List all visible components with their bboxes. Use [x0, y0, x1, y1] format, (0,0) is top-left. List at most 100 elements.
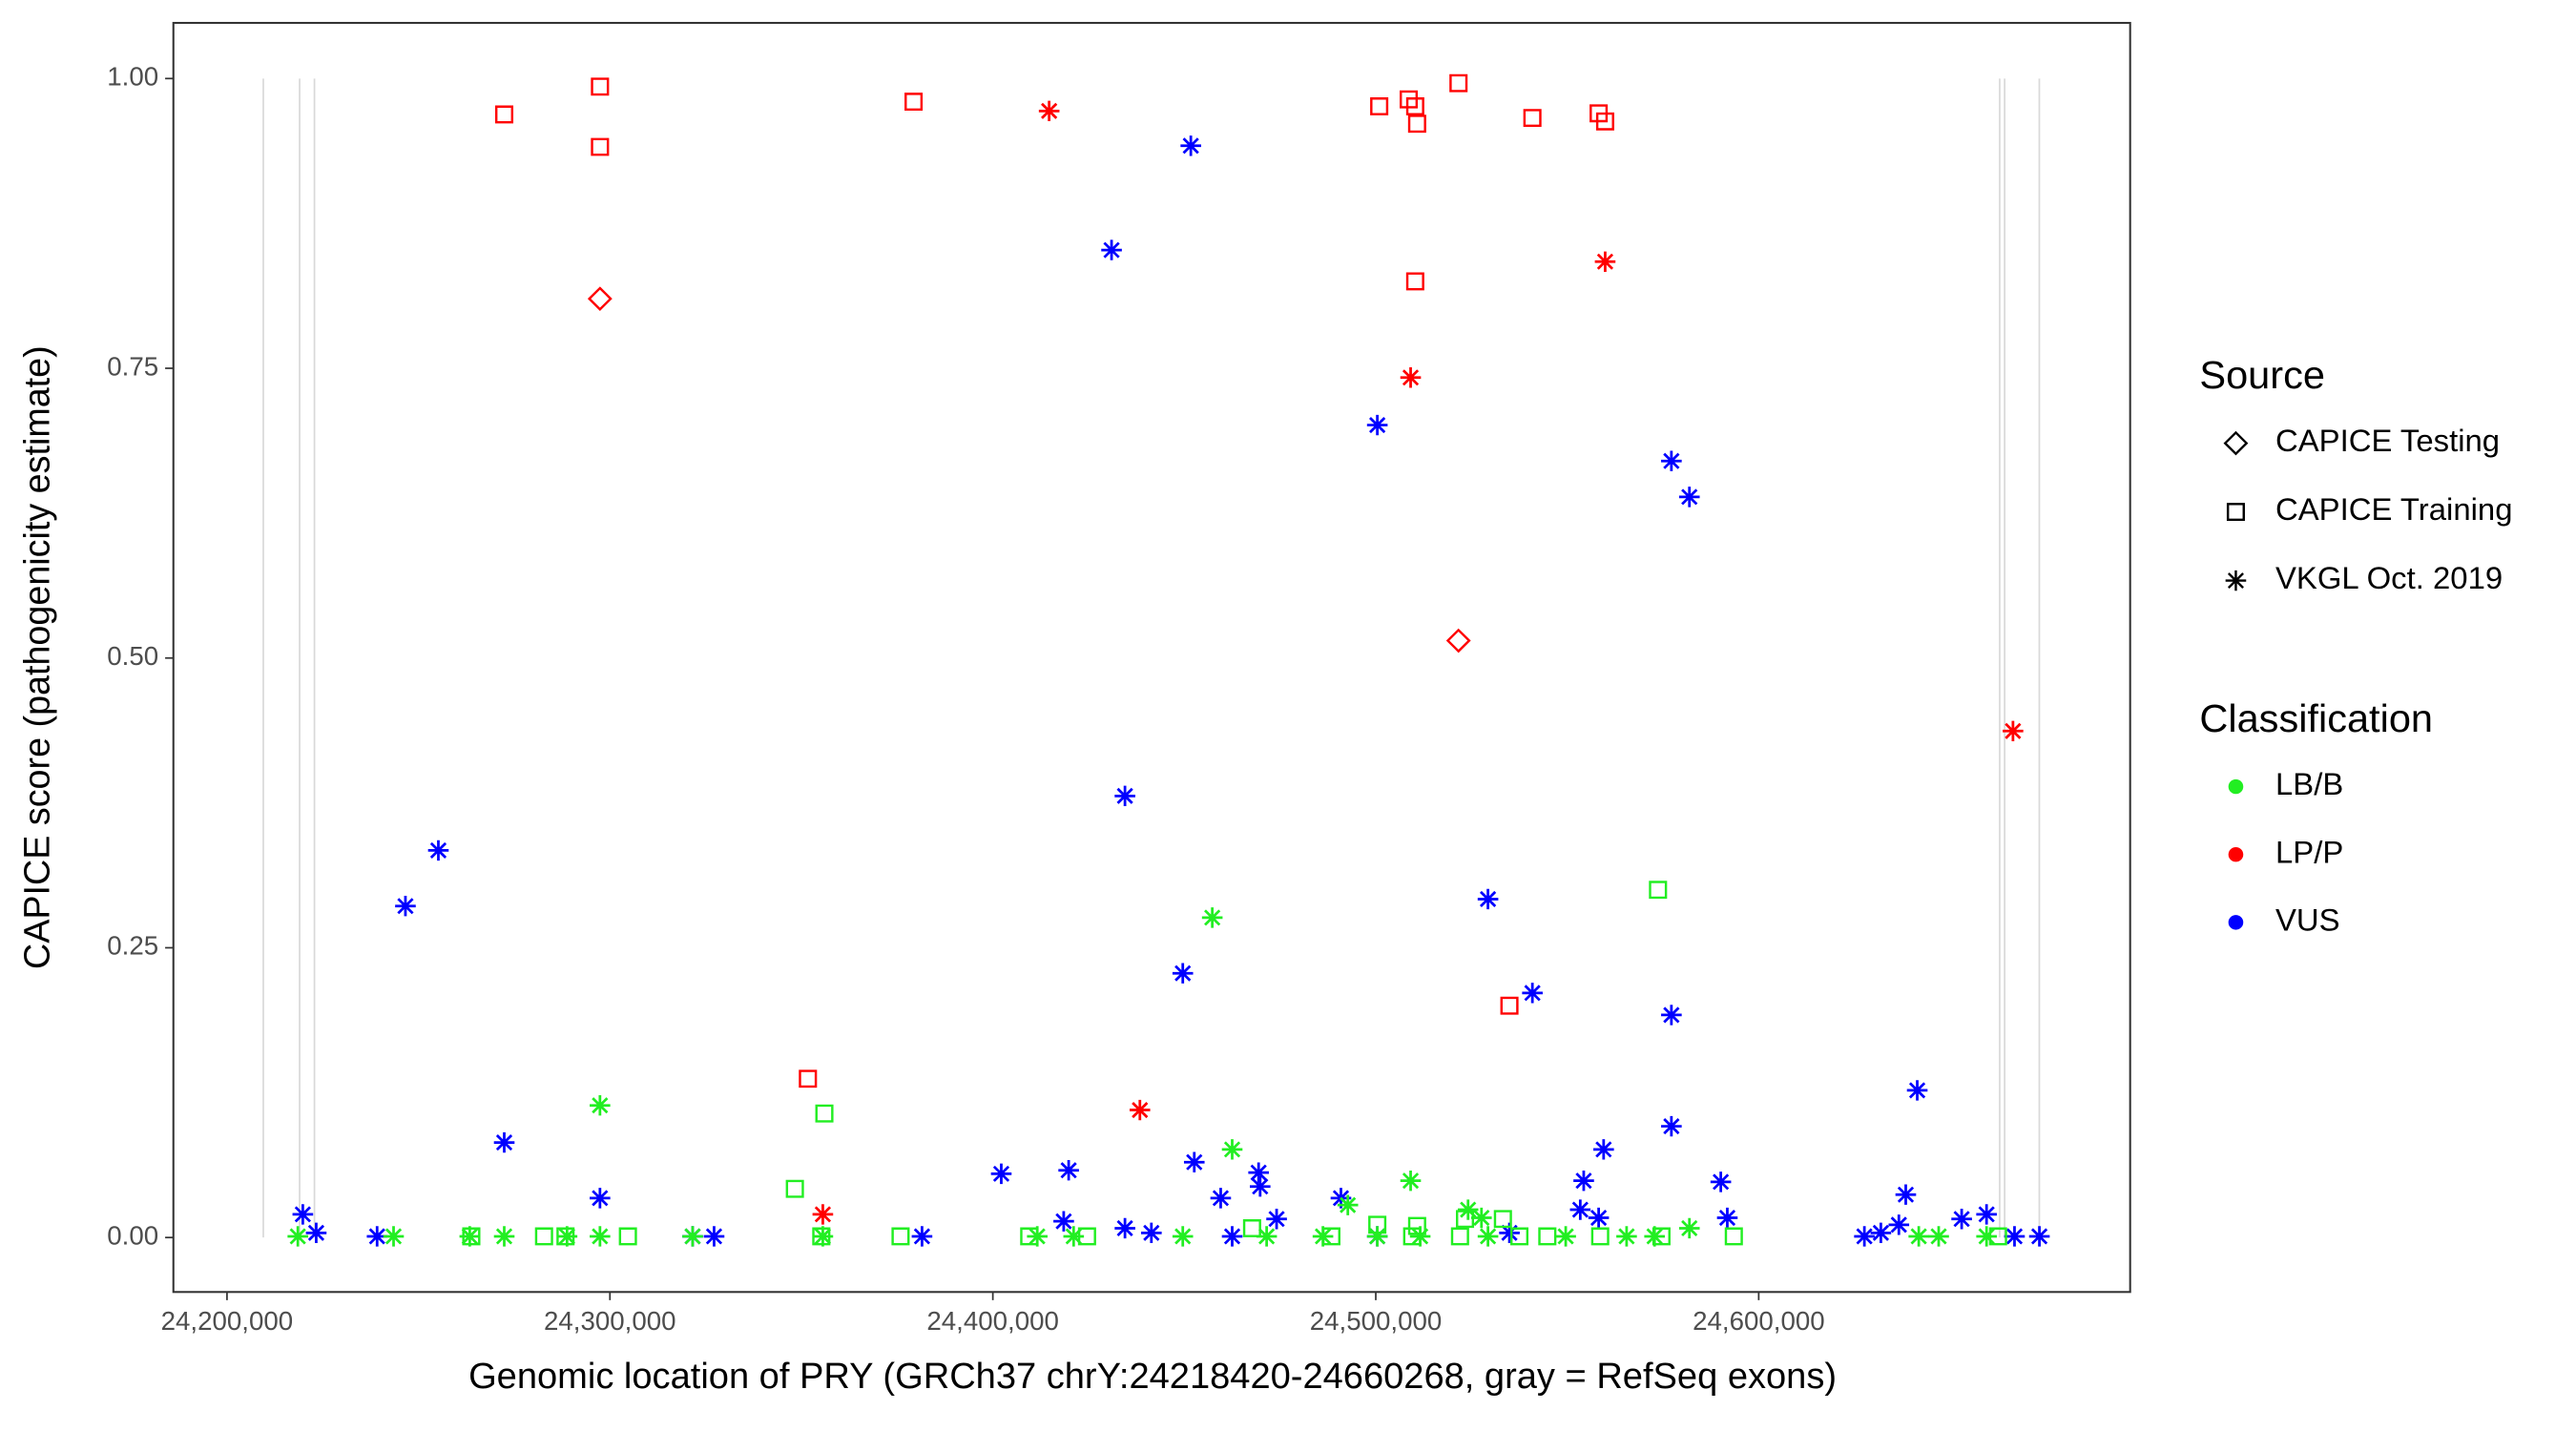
- data-point: [1976, 1226, 1997, 1247]
- legend-label: LB/B: [2275, 766, 2343, 801]
- data-point: [911, 1226, 933, 1247]
- data-point: [459, 1226, 481, 1247]
- legend-symbol: [2226, 503, 2245, 521]
- data-point: [703, 1226, 725, 1247]
- data-point: [812, 1226, 834, 1247]
- data-point: [1590, 1227, 1610, 1246]
- data-point: [1337, 1194, 1359, 1215]
- data-point: [812, 1204, 834, 1225]
- data-point: [618, 1227, 637, 1246]
- data-point: [1538, 1227, 1557, 1246]
- data-point: [1477, 888, 1499, 910]
- data-point: [1573, 1170, 1594, 1192]
- data-point: [591, 77, 610, 96]
- data-point: [815, 1104, 834, 1123]
- data-point: [493, 1226, 515, 1247]
- data-point: [1988, 1227, 2007, 1246]
- data-point: [1678, 1217, 1700, 1239]
- data-point: [1210, 1188, 1232, 1209]
- data-point: [1888, 1214, 1910, 1235]
- data-point: [1129, 1099, 1151, 1121]
- data-point: [1405, 97, 1424, 115]
- x-tick-label: 24,400,000: [926, 1306, 1059, 1336]
- data-point: [1976, 1204, 1997, 1225]
- data-point: [1470, 1207, 1492, 1229]
- data-point: [1661, 1115, 1682, 1137]
- x-tick-label: 24,300,000: [544, 1306, 676, 1336]
- data-point: [1457, 1199, 1479, 1220]
- legend-title: Source: [2199, 353, 2325, 397]
- data-point: [287, 1226, 308, 1247]
- data-point: [534, 1227, 553, 1246]
- data-point: [427, 840, 449, 861]
- data-point: [1402, 1227, 1422, 1246]
- data-point: [1716, 1207, 1738, 1229]
- data-point: [292, 1204, 314, 1225]
- data-point: [383, 1226, 405, 1247]
- data-point: [1509, 1227, 1529, 1246]
- data-point: [462, 1227, 481, 1246]
- data-point: [1906, 1080, 1928, 1101]
- data-point: [1368, 1215, 1387, 1234]
- data-point: [1593, 1139, 1614, 1160]
- y-tick-label: 0.50: [107, 641, 158, 671]
- legend-symbol: [2223, 430, 2249, 456]
- data-point: [1266, 1209, 1287, 1230]
- data-point: [1256, 1226, 1278, 1247]
- data-point: [1500, 996, 1519, 1015]
- data-point: [1221, 1226, 1243, 1247]
- x-tick-label: 24,600,000: [1693, 1306, 1825, 1336]
- data-point: [1407, 114, 1426, 134]
- legend-symbol: [2228, 915, 2244, 930]
- data-point: [1366, 1226, 1388, 1247]
- data-point: [1400, 90, 1419, 109]
- data-point: [682, 1226, 703, 1247]
- data-point: [2004, 1226, 2025, 1247]
- legend-label: CAPICE Testing: [2275, 423, 2500, 458]
- data-point: [1180, 135, 1201, 156]
- data-point: [1077, 1227, 1096, 1246]
- data-point: [1649, 881, 1668, 900]
- data-point: [1172, 1226, 1194, 1247]
- data-point: [904, 93, 924, 112]
- legend-symbol: [2228, 847, 2244, 862]
- data-point: [812, 1227, 831, 1246]
- y-tick-label: 0.75: [107, 351, 158, 381]
- data-point: [1405, 272, 1424, 291]
- data-point: [1522, 983, 1543, 1004]
- data-point: [1183, 1151, 1205, 1172]
- data-point: [1456, 1210, 1475, 1229]
- data-point: [305, 1222, 327, 1244]
- data-point: [1710, 1172, 1732, 1192]
- y-tick-label: 1.00: [107, 62, 158, 92]
- data-point: [493, 1131, 515, 1153]
- data-point: [494, 105, 514, 124]
- data-point: [590, 1188, 611, 1209]
- data-point: [1724, 1227, 1743, 1246]
- y-tick-label: 0.00: [107, 1221, 158, 1251]
- data-point: [1589, 104, 1609, 123]
- data-point: [1928, 1226, 1949, 1247]
- data-point: [587, 286, 613, 311]
- data-point: [1248, 1162, 1269, 1183]
- data-point: [1242, 1219, 1261, 1237]
- data-point: [1141, 1222, 1162, 1244]
- x-axis-title: Genomic location of PRY (GRCh37 chrY:242…: [468, 1357, 1837, 1397]
- legend-label: VUS: [2275, 902, 2340, 938]
- data-point: [1652, 1227, 1671, 1246]
- plot-border: [172, 21, 2131, 1294]
- data-point: [1951, 1209, 1972, 1230]
- data-point: [1449, 73, 1468, 93]
- data-point: [556, 1227, 575, 1246]
- data-point: [1594, 251, 1616, 272]
- data-point: [1366, 414, 1388, 436]
- data-point: [1854, 1226, 1875, 1247]
- legend-symbol: [2225, 570, 2247, 591]
- data-point: [1249, 1176, 1271, 1197]
- data-point: [1499, 1222, 1520, 1244]
- data-point: [1895, 1184, 1917, 1205]
- data-point: [785, 1179, 804, 1198]
- legend-label: VKGL Oct. 2019: [2275, 560, 2503, 595]
- data-point: [1870, 1222, 1892, 1244]
